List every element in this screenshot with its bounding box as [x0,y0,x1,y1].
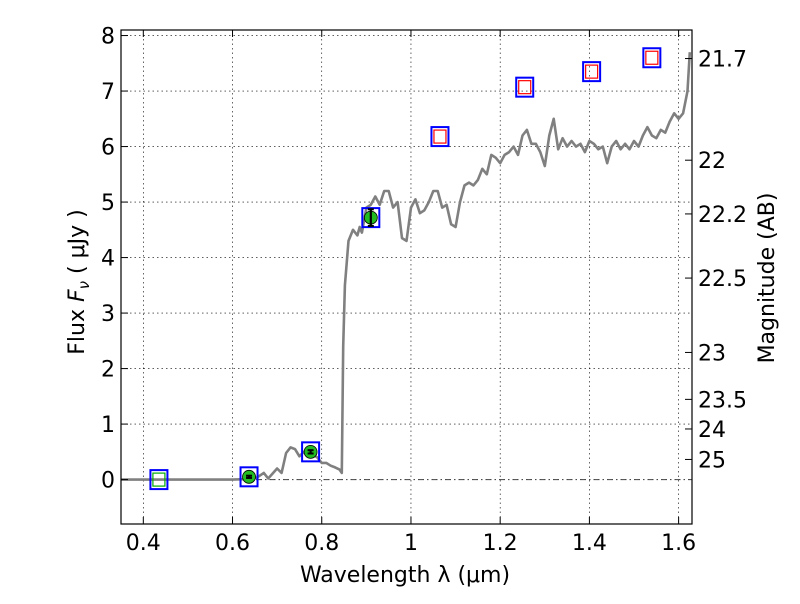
magnitude-axis-label: Magnitude (AB) [755,193,780,364]
y-axis-label-prefix: Flux [65,302,90,355]
x-tick-label: 0.4 [126,531,161,556]
non-detection-marker [152,472,166,487]
y-tick-label: 8 [101,25,115,50]
magnitude-tick-label: 21.7 [698,48,747,73]
y-tick-label: 2 [101,358,115,383]
x-tick-label: 1 [404,531,418,556]
x-tick-label: 1.2 [483,531,518,556]
model-photometry-marker [301,441,321,463]
y-axis: 0 1 2 3 4 5 6 7 8 [101,25,128,494]
y-tick-label: 1 [101,413,115,438]
y-tick-label: 3 [101,302,115,327]
y-tick-label: 5 [101,191,115,216]
magnitude-axis: 21.7 22 22.2 22.5 23 23.5 24 25 [685,48,747,473]
y-tick-label: 0 [101,469,115,494]
y-axis-label-subscript: ν [75,281,93,289]
y-tick-label: 4 [101,247,115,272]
magnitude-tick-label: 25 [698,448,726,473]
y-axis-label-suffix: ( μJy ) [65,209,90,281]
model-photometry-marker [149,469,169,491]
plot-area-frame [120,29,693,525]
model-photometry-marker [430,126,450,148]
magnitude-tick-label: 24 [698,418,726,443]
upper-limit-marker [645,50,659,65]
model-photometry-marker [515,76,535,98]
magnitude-tick-label: 23.5 [698,388,747,413]
x-tick-label: 0.6 [215,531,250,556]
magnitude-tick-label: 23 [698,341,726,366]
y-axis-label-symbol: F [65,289,90,302]
x-tick-label: 1.4 [572,531,607,556]
x-tick-label: 1.6 [661,531,696,556]
x-axis: 0.4 0.6 0.8 1 1.2 1.4 1.6 [126,30,696,556]
x-axis-label: Wavelength λ (μm) [300,563,510,588]
magnitude-tick-label: 22.2 [698,203,747,228]
y-axis-label: Flux Fν ( μJy ) [65,209,93,354]
model-photometry-marker [582,61,602,83]
magnitude-tick-label: 22.5 [698,267,747,292]
upper-limit-marker [433,129,447,144]
magnitude-tick-label: 22 [698,149,726,174]
model-photometry-marker [361,207,381,229]
model-photometry-marker [642,47,662,69]
upper-limit-marker [585,64,599,79]
grid [121,30,692,524]
markers [149,47,662,491]
model-spectrum-line [121,52,692,481]
y-tick-label: 6 [101,136,115,161]
model-photometry-marker [239,466,259,488]
x-tick-label: 0.8 [304,531,339,556]
upper-limit-marker [518,80,532,95]
y-tick-label: 7 [101,80,115,105]
